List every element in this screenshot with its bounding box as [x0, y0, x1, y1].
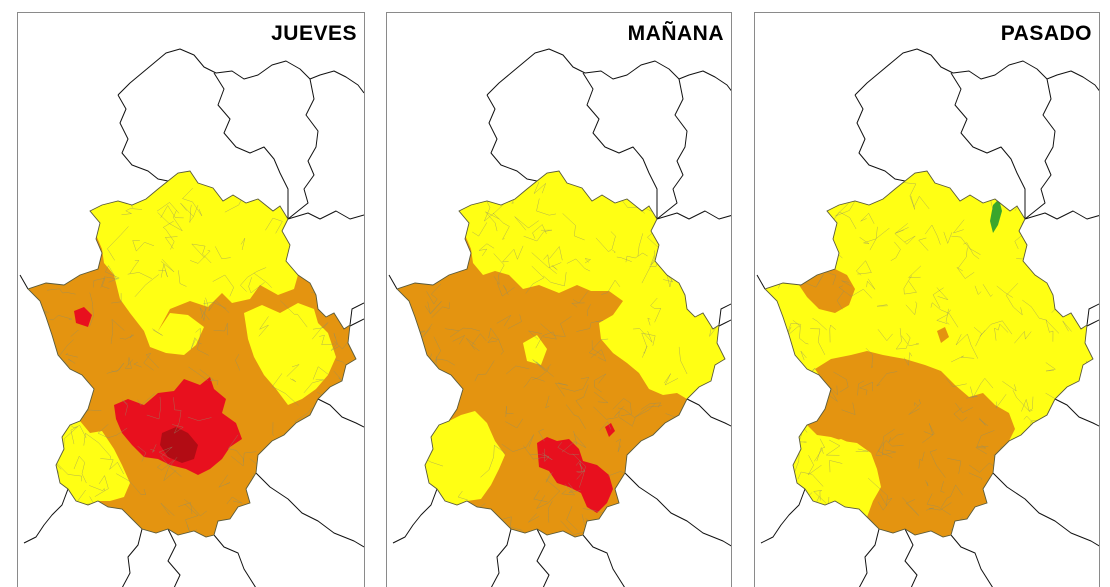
risk-zone-riesgo-moderado [937, 327, 949, 343]
map-panel-manana: MAÑANA [386, 12, 732, 587]
panel-title-jueves: JUEVES [271, 22, 357, 45]
risk-zone-riesgo-moderado [807, 351, 1015, 537]
risk-zone-sin-riesgo [144, 313, 204, 355]
neighbour-borders [388, 48, 731, 587]
panel-title-manana: MAÑANA [627, 22, 724, 45]
risk-zone-verde [990, 199, 1002, 233]
map-svg-manana [388, 48, 731, 587]
risk-zone-riesgo-alto [74, 307, 92, 327]
neighbour-borders [756, 48, 1099, 587]
panel-title-pasado: PASADO [1000, 22, 1092, 45]
region-outline [764, 170, 1094, 538]
risk-zone-sin-riesgo [244, 303, 336, 405]
risk-zone-sin-riesgo [523, 335, 547, 365]
region-outline [27, 170, 357, 538]
map-svg-jueves [19, 48, 364, 587]
map-panel-jueves: JUEVES [17, 12, 365, 587]
risk-zone-sin-riesgo [819, 439, 867, 497]
risk-zone-riesgo-extremo [160, 427, 198, 463]
risk-zone-sin-riesgo [459, 171, 725, 399]
risk-zone-riesgo-alto [605, 423, 615, 437]
risk-zone-riesgo-moderado [799, 269, 855, 313]
region-outline [396, 170, 726, 538]
region-map-pasado [755, 13, 1099, 587]
map-svg-pasado [756, 48, 1099, 587]
map-panel-pasado: PASADO [754, 12, 1100, 587]
risk-zone-riesgo-alto [537, 437, 613, 513]
region-map-manana [387, 13, 731, 587]
risk-zone-sin-riesgo [425, 411, 505, 505]
risk-zone-sin-riesgo [56, 421, 130, 505]
region-map-jueves [18, 13, 364, 587]
